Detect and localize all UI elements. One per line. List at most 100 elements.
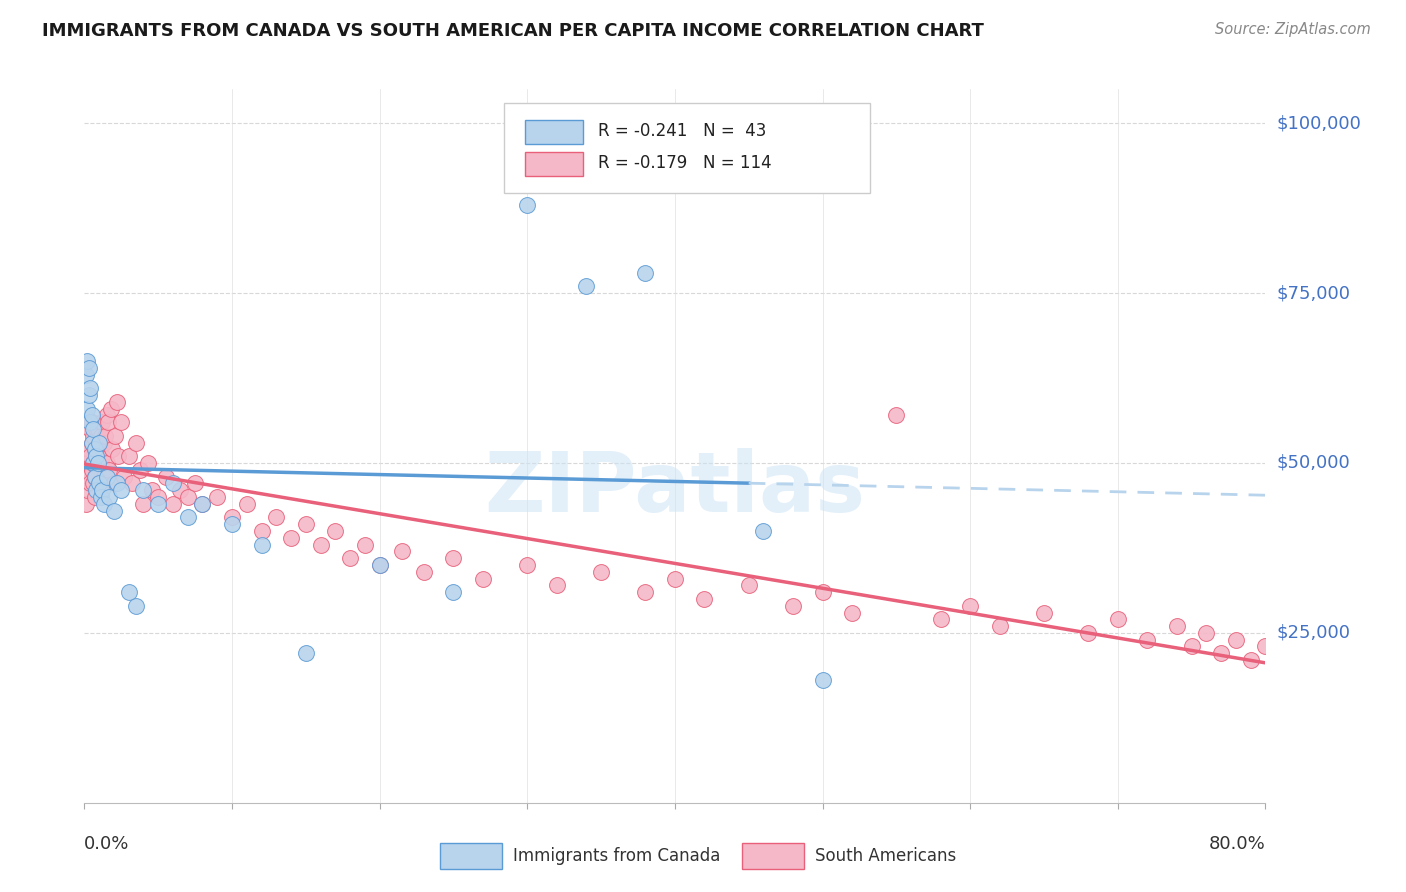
Point xyxy=(91,449,114,463)
Point xyxy=(184,476,207,491)
Point xyxy=(1107,612,1129,626)
FancyBboxPatch shape xyxy=(524,120,582,145)
Point xyxy=(295,646,318,660)
Point xyxy=(162,476,184,491)
Point xyxy=(472,572,495,586)
Point xyxy=(264,510,288,524)
Point xyxy=(86,456,108,470)
Point xyxy=(77,388,100,402)
Point xyxy=(221,517,243,532)
Text: $100,000: $100,000 xyxy=(1277,114,1361,132)
Point xyxy=(368,558,391,572)
Point xyxy=(83,469,105,483)
Text: 80.0%: 80.0% xyxy=(1209,835,1265,853)
Point xyxy=(87,435,111,450)
Point xyxy=(591,565,613,579)
Point xyxy=(1166,619,1188,633)
Point xyxy=(101,442,124,457)
Point xyxy=(79,381,101,395)
Point xyxy=(82,456,104,470)
Point xyxy=(148,490,170,504)
Point xyxy=(103,476,125,491)
Point xyxy=(83,490,105,504)
Point xyxy=(118,449,141,463)
Point xyxy=(80,409,103,423)
Point xyxy=(90,456,112,470)
Point xyxy=(84,449,107,463)
Point xyxy=(97,415,120,429)
Point xyxy=(105,394,128,409)
Point xyxy=(441,585,464,599)
Point xyxy=(634,266,657,280)
Text: R = -0.179   N = 114: R = -0.179 N = 114 xyxy=(598,154,772,172)
Point xyxy=(121,476,143,491)
Point xyxy=(104,429,127,443)
Point xyxy=(87,476,111,491)
Point xyxy=(93,469,115,483)
Point xyxy=(929,612,952,626)
Point xyxy=(1327,673,1350,688)
Text: $50,000: $50,000 xyxy=(1277,454,1350,472)
Point xyxy=(354,537,377,551)
Point xyxy=(110,483,132,498)
FancyBboxPatch shape xyxy=(503,103,870,193)
Point xyxy=(75,497,97,511)
Point xyxy=(323,524,347,538)
Point xyxy=(148,497,170,511)
Point xyxy=(136,456,159,470)
Point xyxy=(1032,606,1054,620)
Point xyxy=(1343,660,1365,674)
Point xyxy=(1077,626,1099,640)
Point xyxy=(96,456,118,470)
Point xyxy=(664,572,686,586)
Point xyxy=(87,476,111,491)
Point xyxy=(1313,653,1336,667)
Point xyxy=(295,517,318,532)
Point xyxy=(82,476,104,491)
Point xyxy=(77,442,100,457)
FancyBboxPatch shape xyxy=(524,152,582,177)
Point xyxy=(546,578,568,592)
Point xyxy=(84,449,107,463)
Point xyxy=(90,429,112,443)
Point xyxy=(93,435,115,450)
Point xyxy=(132,483,155,498)
Text: 0.0%: 0.0% xyxy=(84,835,129,853)
Point xyxy=(693,591,716,606)
Text: ZIPatlas: ZIPatlas xyxy=(485,449,865,529)
Point xyxy=(98,490,121,504)
Point xyxy=(782,599,804,613)
Point xyxy=(1254,640,1277,654)
Point xyxy=(811,673,834,688)
Point xyxy=(309,537,332,551)
Point xyxy=(738,578,761,592)
Point xyxy=(1270,660,1292,674)
Point xyxy=(250,537,273,551)
Point xyxy=(191,497,214,511)
Text: IMMIGRANTS FROM CANADA VS SOUTH AMERICAN PER CAPITA INCOME CORRELATION CHART: IMMIGRANTS FROM CANADA VS SOUTH AMERICAN… xyxy=(42,22,984,40)
Text: Source: ZipAtlas.com: Source: ZipAtlas.com xyxy=(1215,22,1371,37)
Text: $75,000: $75,000 xyxy=(1277,284,1351,302)
Point xyxy=(83,442,105,457)
Point xyxy=(413,565,436,579)
Point xyxy=(125,435,148,450)
Point xyxy=(250,524,273,538)
Point xyxy=(76,354,98,368)
Point xyxy=(177,490,200,504)
Text: R = -0.241   N =  43: R = -0.241 N = 43 xyxy=(598,122,766,140)
Point xyxy=(82,422,104,436)
Point xyxy=(80,435,103,450)
Point xyxy=(86,422,108,436)
Point xyxy=(80,415,103,429)
Point xyxy=(1240,653,1263,667)
Point xyxy=(103,503,125,517)
Point xyxy=(96,409,118,423)
Point xyxy=(752,524,775,538)
Point xyxy=(118,585,141,599)
Text: South Americans: South Americans xyxy=(815,847,956,865)
Point xyxy=(79,476,101,491)
Point xyxy=(391,544,413,558)
Point xyxy=(235,497,259,511)
Point xyxy=(339,551,361,566)
Point xyxy=(76,456,98,470)
